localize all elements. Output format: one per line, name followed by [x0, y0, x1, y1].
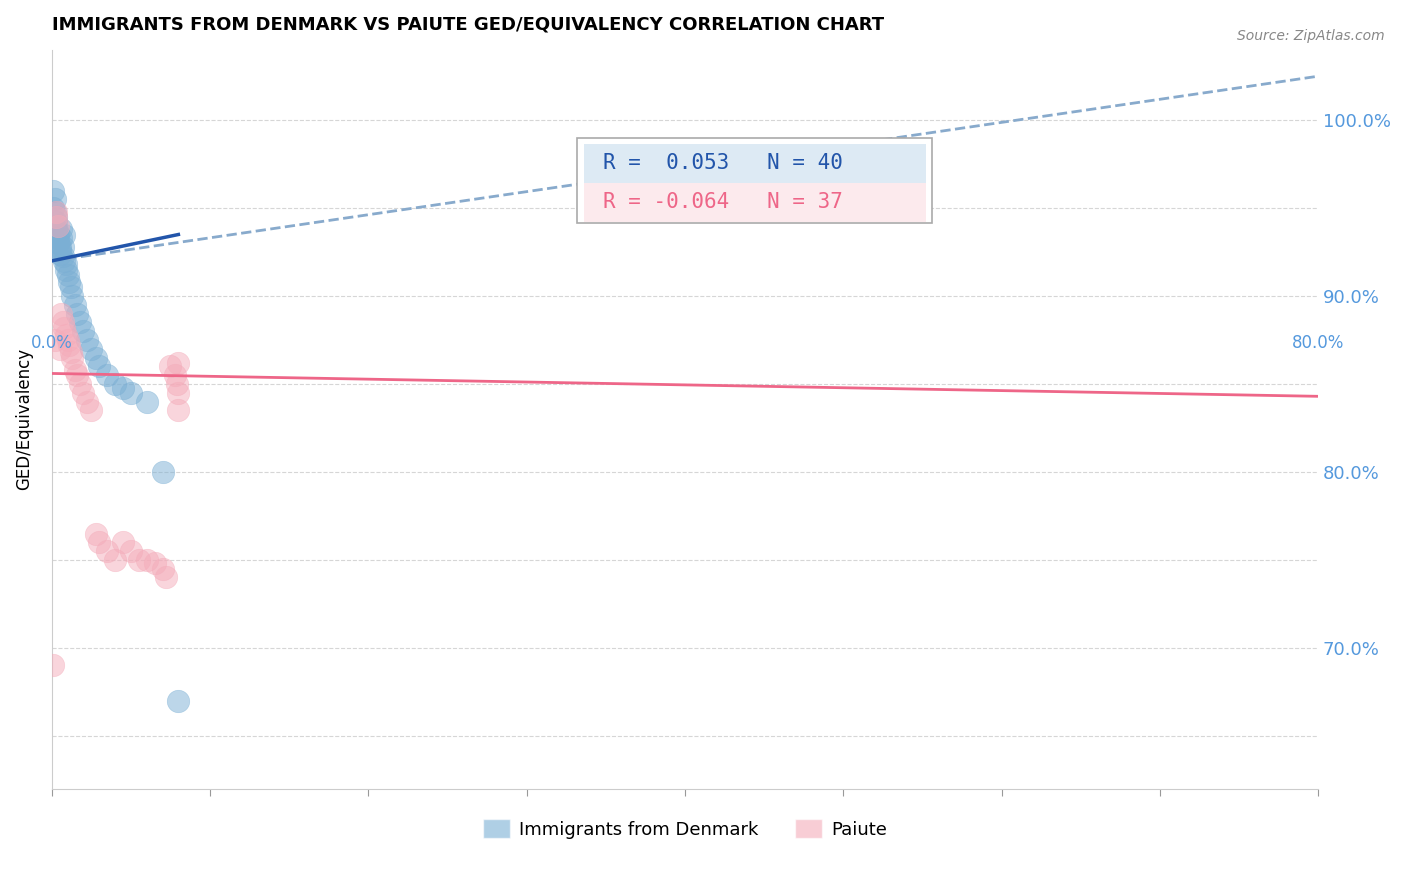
- Point: [135, 394, 157, 409]
- Point: [69, 315, 91, 329]
- Point: [167, 356, 190, 370]
- Point: [58, 275, 80, 289]
- Point: [45, 222, 67, 236]
- Point: [42, 184, 65, 198]
- Point: [80, 403, 103, 417]
- Point: [51, 222, 73, 236]
- Point: [128, 553, 150, 567]
- Text: 80.0%: 80.0%: [1292, 334, 1344, 352]
- Legend: Immigrants from Denmark, Paiute: Immigrants from Denmark, Paiute: [475, 813, 894, 846]
- Point: [46, 236, 69, 251]
- Point: [159, 359, 181, 374]
- Point: [80, 342, 103, 356]
- Point: [96, 368, 118, 383]
- Point: [72, 385, 94, 400]
- Text: R =  0.053   N = 40: R = 0.053 N = 40: [603, 153, 842, 173]
- Point: [60, 351, 83, 365]
- Point: [48, 244, 70, 258]
- Point: [52, 249, 75, 263]
- Point: [135, 553, 157, 567]
- Point: [55, 257, 77, 271]
- Point: [48, 342, 70, 356]
- Point: [166, 377, 188, 392]
- Point: [111, 380, 134, 394]
- Bar: [583, 144, 925, 183]
- Point: [55, 262, 77, 277]
- Point: [52, 240, 75, 254]
- Point: [60, 289, 83, 303]
- Point: [52, 315, 75, 329]
- Point: [84, 351, 107, 365]
- Point: [111, 535, 134, 549]
- Point: [69, 377, 91, 392]
- Point: [44, 192, 66, 206]
- Point: [152, 465, 174, 479]
- Point: [46, 231, 69, 245]
- Point: [152, 562, 174, 576]
- Bar: [583, 183, 925, 222]
- Y-axis label: GED/Equivalency: GED/Equivalency: [15, 348, 32, 491]
- Point: [76, 394, 98, 409]
- Point: [45, 210, 67, 224]
- Text: IMMIGRANTS FROM DENMARK VS PAIUTE GED/EQUIVALENCY CORRELATION CHART: IMMIGRANTS FROM DENMARK VS PAIUTE GED/EQ…: [52, 15, 884, 33]
- Point: [45, 210, 67, 224]
- Point: [104, 553, 127, 567]
- Point: [167, 385, 190, 400]
- Point: [76, 333, 98, 347]
- Point: [51, 231, 73, 245]
- Point: [165, 368, 187, 383]
- Point: [72, 324, 94, 338]
- Point: [46, 226, 69, 240]
- Point: [53, 320, 76, 334]
- Text: Source: ZipAtlas.com: Source: ZipAtlas.com: [1237, 29, 1385, 43]
- Point: [65, 298, 87, 312]
- Point: [66, 307, 89, 321]
- Point: [56, 268, 79, 282]
- Point: [143, 557, 166, 571]
- Point: [55, 327, 77, 342]
- Point: [104, 377, 127, 392]
- Point: [45, 204, 67, 219]
- Point: [42, 658, 65, 673]
- Point: [44, 204, 66, 219]
- Point: [44, 333, 66, 347]
- Point: [89, 359, 111, 374]
- Point: [53, 253, 76, 268]
- Point: [65, 363, 87, 377]
- Point: [84, 526, 107, 541]
- Point: [89, 535, 111, 549]
- Point: [48, 240, 70, 254]
- Text: R = -0.064   N = 37: R = -0.064 N = 37: [603, 192, 842, 212]
- Point: [42, 201, 65, 215]
- Point: [120, 385, 142, 400]
- Point: [167, 693, 190, 707]
- Bar: [578, 138, 932, 223]
- Point: [59, 280, 82, 294]
- Point: [167, 403, 190, 417]
- Point: [155, 570, 177, 584]
- Point: [96, 544, 118, 558]
- Point: [66, 368, 89, 383]
- Point: [59, 345, 82, 359]
- Point: [58, 338, 80, 352]
- Point: [46, 219, 69, 233]
- Text: 0.0%: 0.0%: [31, 334, 73, 352]
- Point: [45, 215, 67, 229]
- Point: [56, 333, 79, 347]
- Point: [53, 227, 76, 242]
- Point: [48, 247, 70, 261]
- Point: [51, 307, 73, 321]
- Point: [120, 544, 142, 558]
